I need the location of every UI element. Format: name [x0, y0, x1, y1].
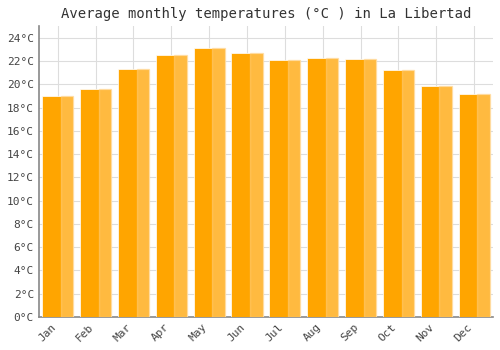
Bar: [174, 55, 187, 317]
Bar: [458, 94, 490, 317]
Bar: [42, 96, 74, 317]
Bar: [212, 48, 224, 317]
Bar: [270, 60, 300, 317]
Bar: [80, 89, 111, 317]
Bar: [136, 69, 149, 317]
Bar: [421, 85, 452, 317]
Bar: [194, 48, 224, 317]
Bar: [440, 85, 452, 317]
Bar: [307, 58, 338, 317]
Bar: [288, 60, 300, 317]
Bar: [383, 70, 414, 317]
Bar: [156, 55, 187, 317]
Bar: [118, 69, 149, 317]
Bar: [61, 96, 74, 317]
Bar: [477, 94, 490, 317]
Bar: [232, 53, 262, 317]
Bar: [98, 89, 111, 317]
Bar: [326, 58, 338, 317]
Bar: [345, 59, 376, 317]
Bar: [364, 59, 376, 317]
Bar: [250, 53, 262, 317]
Bar: [402, 70, 414, 317]
Title: Average monthly temperatures (°C ) in La Libertad: Average monthly temperatures (°C ) in La…: [60, 7, 471, 21]
